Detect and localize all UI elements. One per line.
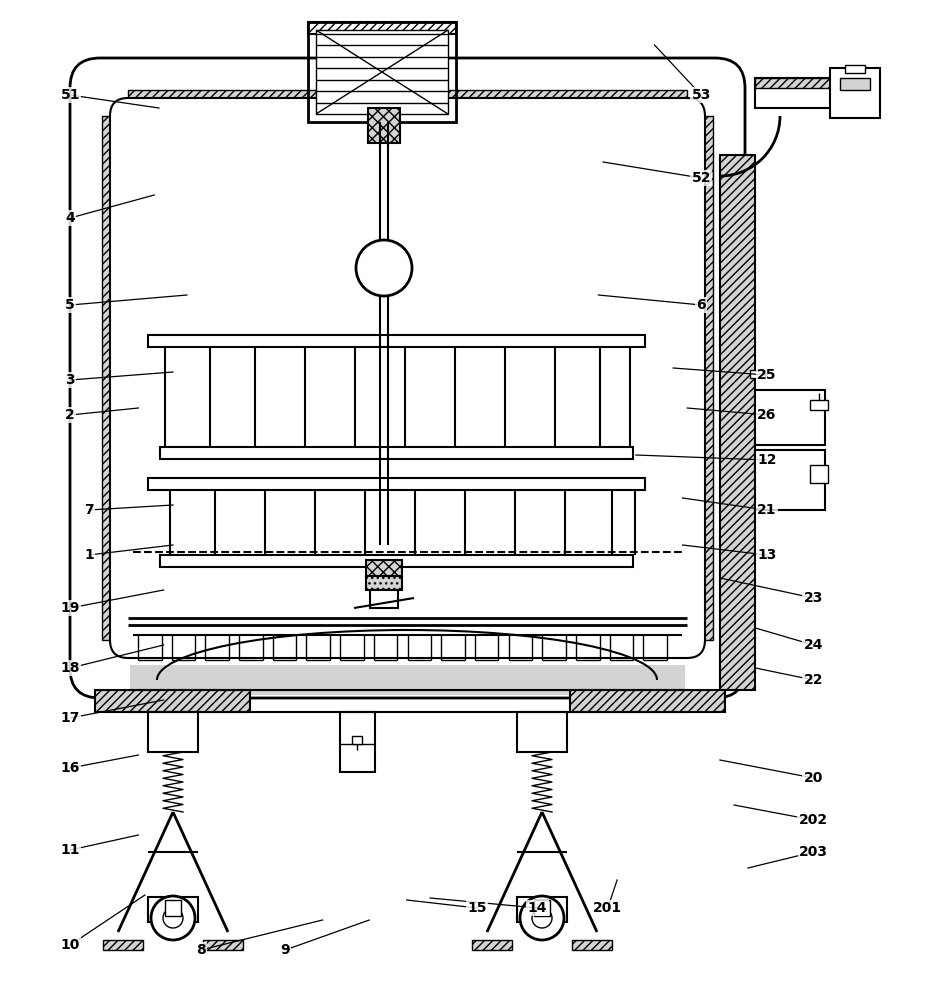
Circle shape — [151, 896, 195, 940]
Circle shape — [163, 908, 183, 928]
Text: 15: 15 — [468, 901, 486, 915]
Text: 12: 12 — [757, 453, 776, 467]
Text: 11: 11 — [61, 843, 79, 857]
Bar — [370, 590, 398, 608]
Text: 4: 4 — [65, 211, 75, 225]
Text: 13: 13 — [757, 548, 776, 562]
Text: 203: 203 — [798, 845, 828, 859]
Text: 24: 24 — [804, 638, 823, 652]
Bar — [366, 576, 402, 590]
Bar — [755, 78, 840, 88]
Bar — [308, 22, 456, 34]
Bar — [755, 390, 825, 445]
Text: 26: 26 — [757, 408, 776, 422]
Bar — [130, 665, 685, 695]
Bar — [148, 478, 645, 490]
Text: 2: 2 — [65, 408, 75, 422]
Circle shape — [520, 896, 564, 940]
Bar — [128, 613, 687, 641]
Bar — [720, 155, 755, 690]
Text: 51: 51 — [61, 88, 79, 102]
Text: 25: 25 — [757, 368, 776, 382]
Bar — [840, 78, 870, 90]
Text: 19: 19 — [61, 601, 79, 615]
Bar — [316, 30, 448, 114]
Text: 18: 18 — [61, 661, 79, 675]
Bar — [845, 65, 865, 73]
Bar — [366, 560, 402, 576]
Bar — [148, 335, 645, 347]
Bar — [103, 940, 143, 950]
Text: 201: 201 — [593, 901, 623, 915]
Bar — [160, 447, 633, 459]
Bar — [368, 108, 400, 143]
Bar — [534, 900, 550, 916]
Text: 10: 10 — [61, 938, 79, 952]
Bar — [570, 690, 725, 712]
Bar — [148, 897, 198, 922]
Bar — [810, 465, 828, 483]
Bar — [830, 68, 880, 118]
Bar — [517, 712, 567, 752]
Bar — [148, 712, 198, 752]
Bar — [685, 116, 713, 640]
Bar — [128, 90, 687, 118]
Text: 53: 53 — [692, 88, 711, 102]
FancyBboxPatch shape — [110, 98, 705, 658]
Text: 23: 23 — [804, 591, 823, 605]
Bar — [95, 690, 250, 712]
Bar — [472, 940, 512, 950]
Text: 20: 20 — [804, 771, 823, 785]
Text: 202: 202 — [798, 813, 828, 827]
Text: 3: 3 — [65, 373, 75, 387]
Text: 14: 14 — [528, 901, 547, 915]
Bar — [203, 940, 243, 950]
Bar — [160, 555, 633, 567]
FancyBboxPatch shape — [70, 58, 745, 698]
Text: 5: 5 — [65, 298, 75, 312]
Text: 6: 6 — [697, 298, 706, 312]
Bar — [308, 22, 456, 122]
Text: 9: 9 — [280, 943, 290, 957]
Text: 52: 52 — [692, 171, 711, 185]
Bar — [517, 897, 567, 922]
Text: 16: 16 — [61, 761, 79, 775]
Text: 21: 21 — [757, 503, 776, 517]
Circle shape — [532, 908, 552, 928]
Bar — [755, 78, 840, 108]
Bar — [572, 940, 612, 950]
Text: 7: 7 — [84, 503, 94, 517]
Circle shape — [356, 240, 412, 296]
Bar — [102, 116, 130, 640]
Bar — [750, 370, 765, 378]
Text: 22: 22 — [804, 673, 823, 687]
Bar — [340, 712, 375, 772]
Bar — [810, 400, 828, 410]
Text: 1: 1 — [84, 548, 94, 562]
Bar — [352, 736, 362, 744]
Bar — [755, 450, 825, 510]
Bar — [165, 900, 181, 916]
Text: 8: 8 — [196, 943, 206, 957]
Text: 17: 17 — [61, 711, 79, 725]
